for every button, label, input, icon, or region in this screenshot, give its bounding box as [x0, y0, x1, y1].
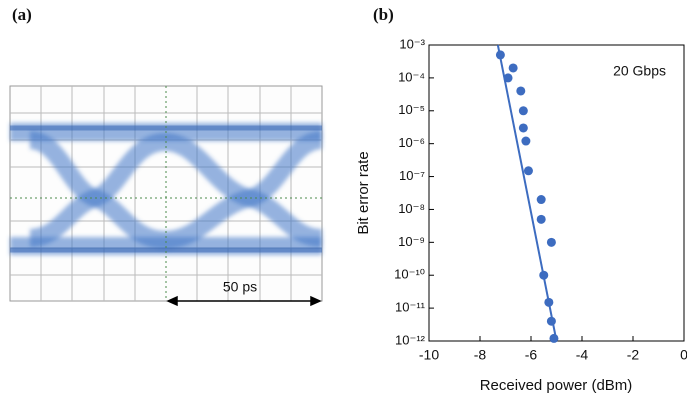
data-point [496, 50, 505, 59]
x-tick-label: -8 [474, 347, 487, 363]
y-tick-label: 10⁻⁴ [398, 69, 425, 84]
x-tick-label: -6 [525, 347, 538, 363]
x-tick-label: -2 [627, 347, 640, 363]
y-tick-label: 10⁻¹² [395, 332, 426, 347]
y-tick-label: 10⁻¹¹ [395, 300, 426, 315]
annotation: 50 ps [223, 279, 257, 295]
data-point [539, 271, 548, 280]
x-tick-label: 0 [680, 347, 687, 363]
eye-diagram [10, 86, 322, 301]
data-point [547, 317, 556, 326]
y-tick-label: 10⁻³ [399, 36, 425, 51]
data-point [544, 298, 553, 307]
data-point [509, 63, 518, 72]
plot-frame [429, 45, 684, 341]
data-point [537, 215, 546, 224]
data-point [549, 334, 558, 343]
y-tick-label: 10⁻⁸ [398, 201, 425, 216]
data-point [524, 166, 533, 175]
y-tick-label: 10⁻⁶ [398, 135, 425, 150]
y-tick-label: 10⁻⁷ [399, 168, 425, 183]
panel-label: (b) [373, 5, 394, 24]
fit-line [498, 45, 557, 341]
data-point [547, 238, 556, 247]
data-point [519, 123, 528, 132]
x-tick-label: -4 [576, 347, 589, 363]
data-point [519, 106, 528, 115]
data-point [537, 195, 546, 204]
y-tick-label: 10⁻⁹ [398, 234, 425, 249]
y-tick-label: 10⁻¹⁰ [394, 267, 425, 282]
data-point [516, 86, 525, 95]
x-tick-label: -10 [419, 347, 439, 363]
data-point [521, 137, 530, 146]
annotation: 20 Gbps [613, 63, 666, 79]
data-point [504, 73, 513, 82]
y-tick-label: 10⁻⁵ [398, 102, 425, 117]
figure: (a) 50 ps (b) 20 Gbps Received power (dB… [0, 0, 687, 403]
panel-label: (a) [12, 5, 32, 24]
x-axis-title: Received power (dBm) [480, 377, 633, 394]
y-axis-title: Bit error rate [355, 151, 372, 234]
